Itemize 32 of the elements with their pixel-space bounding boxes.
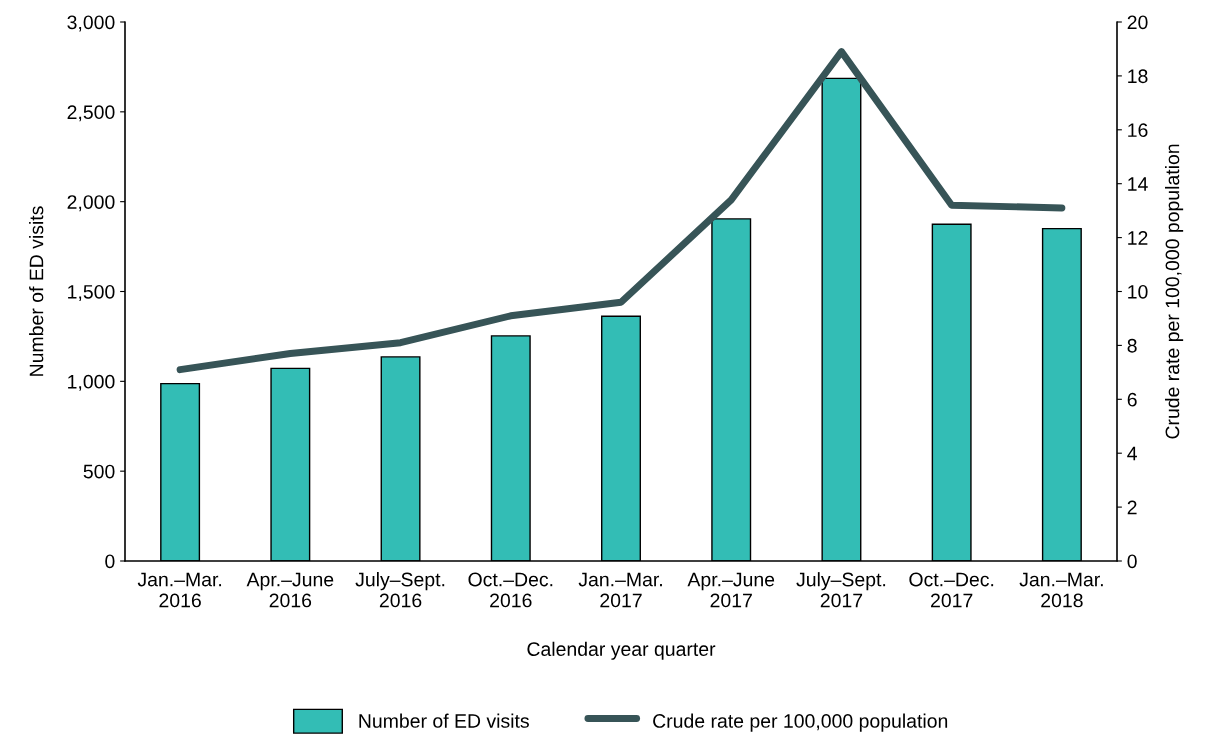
y2-tick-label: 10 <box>1128 284 1148 299</box>
y-tick-label: 0 <box>105 554 115 569</box>
x-tick-label: July–Sept. 2017 <box>796 572 886 608</box>
y2-tick-label: 2 <box>1127 500 1137 515</box>
x-tick-label: Jan.–Mar. 2018 <box>1019 572 1103 608</box>
y2-tick-label: 14 <box>1128 177 1148 191</box>
y-tick-label: 2,500 <box>67 105 115 122</box>
y2-axis-title: Crude rate per 100,000 population <box>1165 144 1184 439</box>
y-tick-label: 2,000 <box>67 195 115 212</box>
x-tick-label: Oct.–Dec. 2016 <box>468 572 553 608</box>
x-tick-label: Jan.–Mar. 2016 <box>137 572 222 608</box>
x-axis-title: Calendar year quarter <box>527 641 716 660</box>
y2-tick-label: 4 <box>1127 446 1137 461</box>
y2-tick-label: 8 <box>1127 338 1137 353</box>
y-axis-title: Number of ED visits <box>29 206 44 376</box>
y-tick-label: 1,500 <box>68 284 115 302</box>
y2-tick-label: 16 <box>1128 123 1148 138</box>
y2-tick-label: 18 <box>1128 69 1148 84</box>
x-tick-label: Apr.–June 2016 <box>246 572 334 608</box>
y2-tick-label: 20 <box>1127 15 1148 30</box>
y-tick-label: 500 <box>83 464 115 479</box>
x-tick-label: July–Sept. 2016 <box>355 572 445 608</box>
y-tick-label: 3,000 <box>67 15 115 32</box>
x-tick-label: Apr.–June 2017 <box>687 572 775 608</box>
legend-label: Crude rate per 100,000 population <box>653 713 948 732</box>
y2-tick-label: 12 <box>1128 231 1148 245</box>
x-tick-label: Jan.–Mar. 2017 <box>578 572 662 608</box>
y2-tick-label: 6 <box>1127 392 1137 407</box>
x-tick-label: Oct.–Dec. 2017 <box>909 572 994 608</box>
y2-tick-label: 0 <box>1127 554 1137 569</box>
y-tick-label: 1,000 <box>68 374 115 391</box>
legend-label: Number of ED visits <box>359 713 529 728</box>
